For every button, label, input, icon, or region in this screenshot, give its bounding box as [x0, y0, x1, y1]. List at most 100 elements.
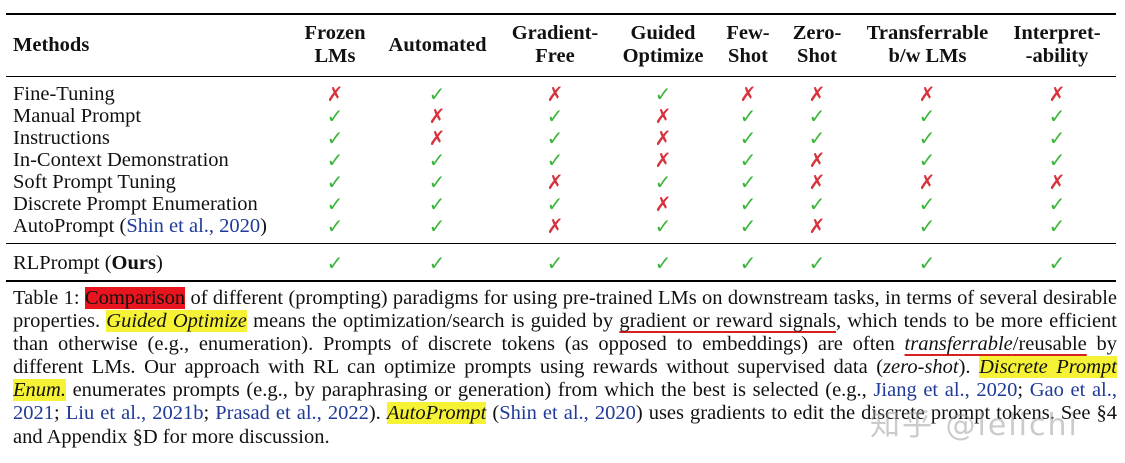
table-row-ours: RLPrompt (Ours) ✓ ✓ ✓ ✓ ✓ ✓ ✓ ✓: [0, 252, 1125, 274]
method-name: Soft Prompt Tuning: [13, 171, 176, 193]
method-name: Fine-Tuning: [13, 83, 115, 105]
ours-rule: [6, 243, 1116, 244]
check-icon: ✓: [654, 170, 672, 194]
header-transferrable: Transferrable b/w LMs: [866, 22, 989, 67]
cross-icon: ✗: [546, 170, 564, 194]
check-icon: ✓: [428, 82, 446, 106]
header-methods: Methods: [13, 34, 90, 56]
cross-icon: ✗: [546, 82, 564, 106]
top-rule: [6, 13, 1116, 15]
table-row: Manual Prompt ✓ ✗ ✓ ✗ ✓ ✓ ✓ ✓: [0, 105, 1125, 127]
highlight-comparison: Comparison: [84, 287, 186, 309]
check-icon: ✓: [654, 214, 672, 238]
check-icon: ✓: [428, 251, 446, 275]
check-icon: ✓: [428, 192, 446, 216]
cross-icon: ✗: [654, 192, 672, 216]
cross-icon: ✗: [1048, 82, 1066, 106]
check-icon: ✓: [1048, 126, 1066, 150]
check-icon: ✓: [546, 251, 564, 275]
check-icon: ✓: [1048, 104, 1066, 128]
header-frozen-lms: Frozen LMs: [304, 22, 366, 67]
check-icon: ✓: [1048, 214, 1066, 238]
check-icon: ✓: [326, 104, 344, 128]
check-icon: ✓: [326, 126, 344, 150]
check-icon: ✓: [326, 251, 344, 275]
check-icon: ✓: [1048, 192, 1066, 216]
check-icon: ✓: [739, 126, 757, 150]
method-name: Manual Prompt: [13, 105, 142, 127]
table-row: AutoPrompt (Shin et al., 2020) ✓ ✓ ✗ ✓ ✓ ✗ ✓ ✓: [0, 215, 1125, 237]
cross-icon: ✗: [546, 214, 564, 238]
highlight-guided-optimize: Guided Optimize: [106, 310, 247, 333]
method-name: AutoPrompt (Shin et al., 2020): [13, 215, 267, 237]
citation-link[interactable]: Liu et al., 2021b: [65, 402, 204, 425]
cross-icon: ✗: [654, 104, 672, 128]
cross-icon: ✗: [654, 126, 672, 150]
table-row: Fine-Tuning ✗ ✓ ✗ ✓ ✗ ✗ ✗ ✗: [0, 83, 1125, 105]
check-icon: ✓: [739, 148, 757, 172]
check-icon: ✓: [808, 104, 826, 128]
check-icon: ✓: [546, 148, 564, 172]
header-gradient-free: Gradient- Free: [511, 22, 599, 67]
check-icon: ✓: [739, 192, 757, 216]
cross-icon: ✗: [808, 82, 826, 106]
caption-text: means the optimization/search is guided …: [246, 310, 620, 333]
caption-text: ).: [368, 402, 387, 425]
table-row: Discrete Prompt Enumeration ✓ ✓ ✓ ✗ ✓ ✓ ✓ ✓: [0, 193, 1125, 215]
check-icon: ✓: [654, 251, 672, 275]
method-name: Discrete Prompt Enumeration: [13, 193, 258, 215]
cross-icon: ✗: [739, 82, 757, 106]
caption-text: , which tends to be more efficient than …: [13, 310, 1118, 356]
highlight-autoprompt: AutoPrompt: [386, 402, 487, 425]
check-icon: ✓: [326, 214, 344, 238]
header-few-shot: Few- Shot: [726, 22, 770, 67]
citation-link[interactable]: Gao et al., 2021: [13, 379, 1117, 425]
cross-icon: ✗: [428, 104, 446, 128]
cross-icon: ✗: [808, 214, 826, 238]
cross-icon: ✗: [918, 82, 936, 106]
cross-icon: ✗: [808, 170, 826, 194]
method-name-rlprompt: RLPrompt (Ours): [13, 252, 163, 274]
check-icon: ✓: [326, 148, 344, 172]
header-rule: [6, 76, 1116, 77]
caption-text: by different LMs. Our approach with RL c…: [13, 333, 1118, 379]
caption-text: ) uses gradients to edit the discrete pr…: [13, 402, 1118, 448]
cross-icon: ✗: [326, 82, 344, 106]
check-icon: ✓: [739, 251, 757, 275]
watermark: 知乎 @lelichi: [870, 408, 1079, 443]
cross-icon: ✗: [808, 148, 826, 172]
check-icon: ✓: [918, 126, 936, 150]
cross-icon: ✗: [428, 126, 446, 150]
check-icon: ✓: [918, 214, 936, 238]
caption-text: enumerates prompts (e.g., by paraphrasin…: [65, 379, 874, 402]
cross-icon: ✗: [918, 170, 936, 194]
cross-icon: ✗: [1048, 170, 1066, 194]
method-name: Instructions: [13, 127, 110, 149]
check-icon: ✓: [918, 148, 936, 172]
check-icon: ✓: [808, 126, 826, 150]
method-name: In-Context Demonstration: [13, 149, 229, 171]
header-guided-optimize: Guided Optimize: [622, 22, 704, 67]
table-row: In-Context Demonstration ✓ ✓ ✓ ✗ ✓ ✗ ✓ ✓: [0, 149, 1125, 171]
citation-link[interactable]: Jiang et al., 2020: [873, 379, 1018, 402]
check-icon: ✓: [918, 192, 936, 216]
check-icon: ✓: [739, 214, 757, 238]
check-icon: ✓: [654, 82, 672, 106]
table-caption: Table 1: Comparison of different (prompt…: [13, 287, 1118, 448]
header-interpretability: Interpret- -ability: [1013, 22, 1101, 67]
caption-text: of different (prompting) paradigms for u…: [13, 287, 1117, 333]
table-row: Instructions ✓ ✗ ✓ ✗ ✓ ✓ ✓ ✓: [0, 127, 1125, 149]
citation-link[interactable]: Prasad et al., 2022: [215, 402, 369, 425]
italic-zero-shot: zero-shot: [883, 356, 959, 379]
check-icon: ✓: [1048, 251, 1066, 275]
cross-icon: ✗: [654, 148, 672, 172]
citation-link[interactable]: Shin et al., 2020: [499, 402, 636, 425]
check-icon: ✓: [1048, 148, 1066, 172]
check-icon: ✓: [428, 214, 446, 238]
header-automated: Automated: [388, 34, 487, 56]
check-icon: ✓: [326, 192, 344, 216]
header-zero-shot: Zero- Shot: [792, 22, 842, 67]
table-row: Soft Prompt Tuning ✓ ✓ ✗ ✓ ✓ ✗ ✗ ✗: [0, 171, 1125, 193]
underline-signals: gradient or reward signals: [619, 310, 836, 333]
check-icon: ✓: [918, 104, 936, 128]
